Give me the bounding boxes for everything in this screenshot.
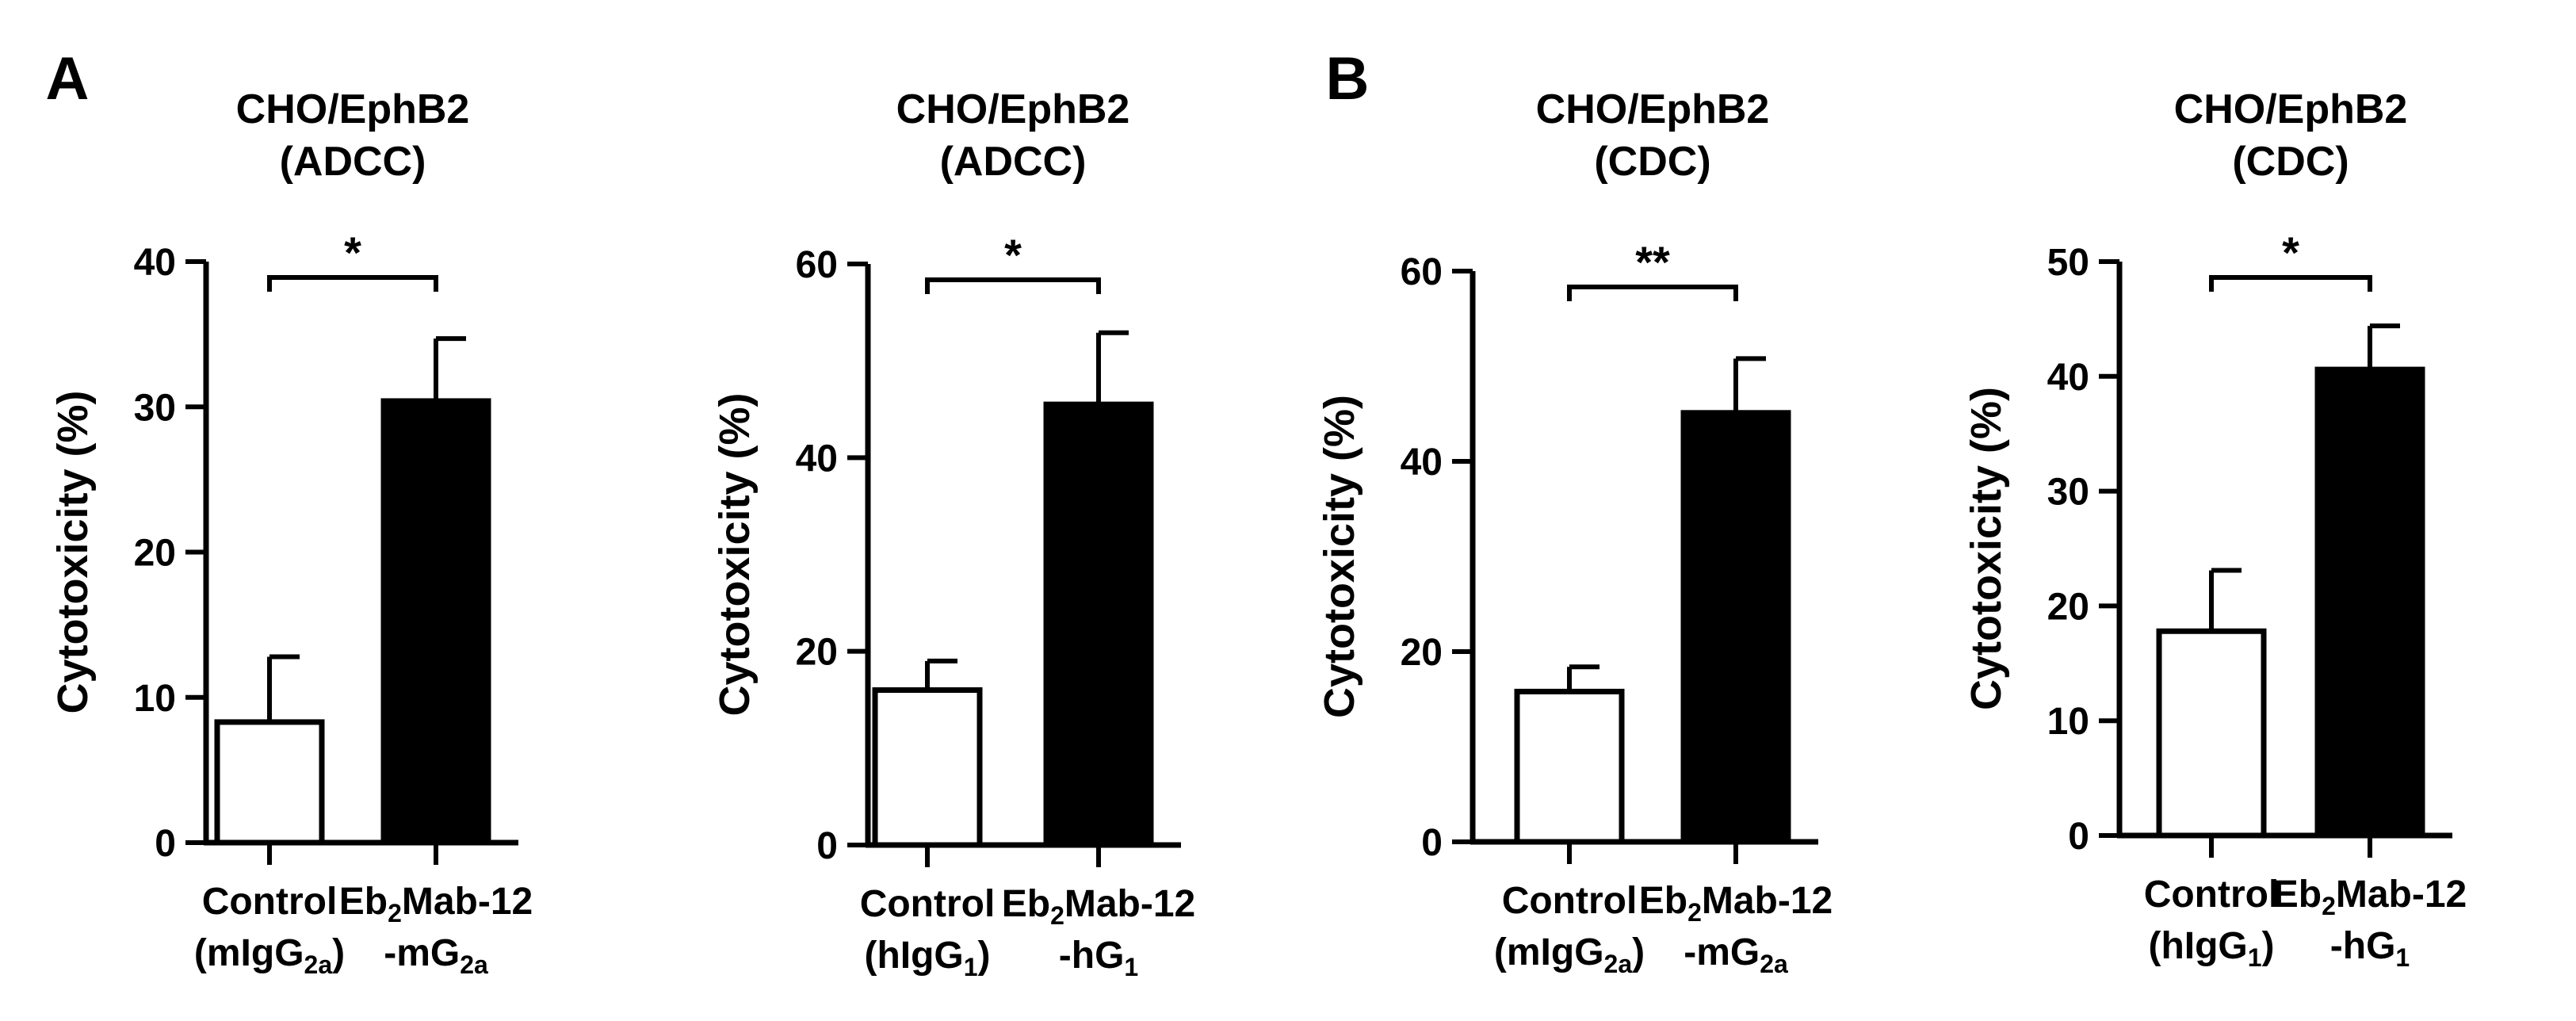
y-tick-label: 0	[816, 825, 838, 867]
category-label-line1: Eb2Mab-12	[1639, 880, 1833, 927]
bar	[380, 398, 491, 846]
y-tick-label: 20	[2047, 586, 2089, 628]
y-tick-label: 60	[796, 244, 838, 286]
y-tick-label: 40	[796, 438, 838, 480]
chart-title-line: (ADCC)	[940, 139, 1087, 185]
chart-title-line: CHO/EphB2	[236, 86, 470, 132]
chart-title-line: (CDC)	[2232, 139, 2349, 185]
chart-title-line: CHO/EphB2	[2174, 86, 2408, 132]
y-axis-label: Cytotoxicity (%)	[711, 392, 759, 716]
y-tick-label: 0	[1421, 822, 1443, 864]
bar	[2156, 628, 2267, 839]
panel-label: A	[46, 45, 90, 113]
chart-1: A CHO/EphB2 (ADCC) Cytotoxicity (%) 0 10 20 30 4…	[46, 45, 533, 979]
chart-title-line: (ADCC)	[280, 139, 426, 185]
bar	[872, 687, 983, 848]
chart-title-line: CHO/EphB2	[896, 86, 1130, 132]
y-tick-label: 20	[1401, 632, 1443, 674]
y-axis-label: Cytotoxicity (%)	[1316, 395, 1363, 718]
y-tick-label: 30	[134, 387, 176, 429]
significance-bracket	[267, 275, 438, 292]
category-label-line1: Control	[1502, 880, 1638, 922]
y-axis-label: Cytotoxicity (%)	[1963, 387, 2010, 710]
y-tick-label: 10	[2047, 701, 2089, 743]
panel-label: B	[1326, 45, 1370, 113]
significance-bracket	[1567, 285, 1738, 301]
category-label-line1: Control	[2144, 874, 2280, 916]
category-label-line1: Eb2Mab-12	[1002, 883, 1196, 930]
category-label-line2: (hIgG1)	[2148, 925, 2274, 972]
chart-title-line: CHO/EphB2	[1536, 86, 1770, 132]
category-label-line2: -hG1	[2330, 925, 2410, 972]
category-label-line1: Eb2Mab-12	[2273, 874, 2467, 920]
significance-marker: *	[344, 228, 361, 277]
category-label-line2: -hG1	[1059, 935, 1138, 981]
bar	[2314, 366, 2425, 839]
category-label-line2: -mG2a	[384, 932, 488, 979]
bar	[1514, 688, 1625, 845]
chart-title-line: (CDC)	[1594, 139, 1710, 185]
significance-marker: *	[2282, 228, 2299, 277]
category-label-line2: (mIgG2a)	[194, 932, 345, 979]
y-tick-label: 40	[134, 242, 176, 284]
category-label-line1: Control	[860, 883, 996, 925]
y-axis-label: Cytotoxicity (%)	[49, 390, 97, 713]
chart-4: CHO/EphB2 (CDC) Cytotoxicity (%) 0 10 20 30 40 5…	[1963, 86, 2467, 972]
bar	[214, 719, 325, 846]
bar	[1043, 401, 1154, 848]
y-tick-label: 10	[134, 678, 176, 720]
y-tick-label: 40	[1401, 442, 1443, 484]
y-tick-label: 40	[2047, 357, 2089, 399]
chart-3: B CHO/EphB2 (CDC) Cytotoxicity (%) 0 20 40 60 **…	[1316, 45, 1833, 978]
y-tick-label: 50	[2047, 242, 2089, 284]
y-tick-label: 20	[134, 533, 176, 575]
y-tick-label: 0	[155, 823, 176, 865]
category-label-line1: Eb2Mab-12	[339, 881, 533, 927]
y-tick-label: 0	[2068, 816, 2089, 858]
significance-marker: **	[1635, 237, 1670, 287]
category-label-line1: Control	[202, 881, 338, 923]
y-tick-label: 30	[2047, 472, 2089, 514]
bar	[1680, 410, 1791, 845]
y-tick-label: 60	[1401, 251, 1443, 293]
significance-bracket	[2209, 275, 2372, 292]
significance-bracket	[925, 277, 1101, 294]
category-label-line2: (mIgG2a)	[1494, 931, 1645, 978]
category-label-line2: -mG2a	[1684, 931, 1788, 978]
significance-marker: *	[1004, 230, 1022, 280]
chart-2: CHO/EphB2 (ADCC) Cytotoxicity (%) 0 20 40 60 * C…	[711, 86, 1195, 981]
y-tick-label: 20	[796, 632, 838, 674]
category-label-line2: (hIgG1)	[864, 935, 990, 981]
